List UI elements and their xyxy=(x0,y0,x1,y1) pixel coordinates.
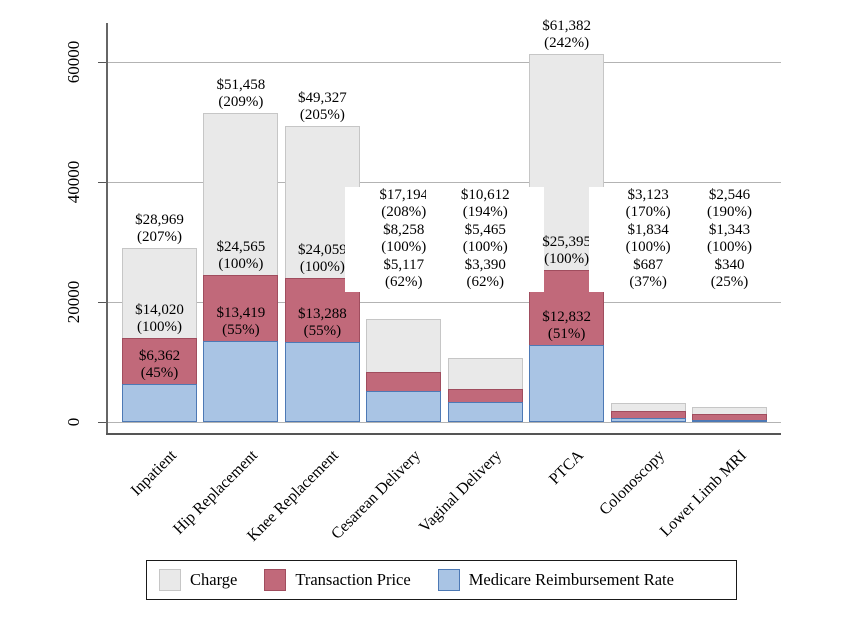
bar-medicare-reimbursement-rate-cesarean-delivery xyxy=(366,391,442,422)
bar-medicare-reimbursement-rate-vaginal-delivery xyxy=(447,401,523,422)
y-tick-40000 xyxy=(98,181,106,183)
bar-medicare-reimbursement-rate-lower-limb-mri xyxy=(692,419,767,422)
legend-label-transaction-price: Transaction Price xyxy=(295,570,411,589)
label-medicare-reimbursement-rate-lower-limb-mri: $340 (25%) xyxy=(710,257,749,290)
label-stack-lower-limb-mri: $2,546 (190%) $1,343 (100%) $340 (25%) xyxy=(670,187,789,292)
bar-medicare-reimbursement-rate-hip-replacement xyxy=(203,341,279,422)
label-charge-lower-limb-mri: $2,546 (190%) xyxy=(707,187,752,220)
gridline-20000 xyxy=(108,301,781,303)
label-transaction-price-knee-replacement: $24,059 (100%) xyxy=(297,241,347,275)
bar-medicare-reimbursement-rate-colonoscopy xyxy=(610,417,686,422)
label-charge-vaginal-delivery: $10,612 (194%) xyxy=(460,187,510,220)
legend-item-medicare-reimbursement-rate: Medicare Reimbursement Rate xyxy=(437,569,674,591)
gridline-0 xyxy=(108,421,781,423)
legend-label-charge: Charge xyxy=(190,570,238,589)
legend-label-medicare-reimbursement-rate: Medicare Reimbursement Rate xyxy=(468,570,674,589)
label-transaction-price-inpatient: $14,020 (100%) xyxy=(135,301,184,335)
y-tick-label-20000: 20000 xyxy=(64,280,83,324)
legend-swatch-charge xyxy=(159,569,181,591)
label-medicare-reimbursement-rate-inpatient: $6,362 (45%) xyxy=(138,347,181,381)
legend-item-transaction-price: Transaction Price xyxy=(264,569,411,591)
label-stack-vaginal-delivery: $10,612 (194%) $5,465 (100%) $3,390 (62%) xyxy=(426,187,545,292)
y-tick-label-40000: 40000 xyxy=(64,160,83,204)
bar-medicare-reimbursement-rate-ptca xyxy=(529,345,605,422)
label-medicare-reimbursement-rate-hip-replacement: $13,419 (55%) xyxy=(216,305,266,339)
x-axis-line xyxy=(106,433,781,435)
label-transaction-price-vaginal-delivery: $5,465 (100%) xyxy=(462,222,508,255)
y-tick-label-0: 0 xyxy=(64,417,83,427)
legend-swatch-transaction-price xyxy=(264,569,287,591)
label-medicare-reimbursement-rate-cesarean-delivery: $5,117 (62%) xyxy=(383,257,425,290)
chart-legend: Charge Transaction Price Medicare Reimburs… xyxy=(146,560,737,600)
gridline-60000 xyxy=(108,61,781,63)
gridline-40000 xyxy=(108,181,781,183)
label-charge-hip-replacement: $51,458 (209%) xyxy=(216,77,266,111)
label-medicare-reimbursement-rate-ptca: $12,832 (51%) xyxy=(542,309,592,342)
label-medicare-reimbursement-rate-knee-replacement: $13,288 (55%) xyxy=(297,306,347,340)
bar-medicare-reimbursement-rate-inpatient xyxy=(122,383,197,422)
legend-swatch-medicare-reimbursement-rate xyxy=(437,569,460,591)
label-transaction-price-hip-replacement: $24,565 (100%) xyxy=(216,238,266,272)
y-tick-60000 xyxy=(98,61,106,63)
label-transaction-price-lower-limb-mri: $1,343 (100%) xyxy=(707,222,752,255)
label-charge-inpatient: $28,969 (207%) xyxy=(135,212,184,246)
label-transaction-price-cesarean-delivery: $8,258 (100%) xyxy=(381,222,427,255)
legend-item-charge: Charge xyxy=(159,569,237,591)
label-transaction-price-ptca: $25,395 (100%) xyxy=(542,233,592,267)
bar-medicare-reimbursement-rate-knee-replacement xyxy=(284,342,360,422)
label-charge-cesarean-delivery: $17,194 (208%) xyxy=(379,187,429,220)
label-charge-knee-replacement: $49,327 (205%) xyxy=(297,90,347,124)
label-medicare-reimbursement-rate-vaginal-delivery: $3,390 (62%) xyxy=(464,257,506,290)
y-tick-20000 xyxy=(98,301,106,303)
y-axis-line xyxy=(106,23,108,435)
label-medicare-reimbursement-rate-colonoscopy: $687 (37%) xyxy=(629,257,667,290)
label-transaction-price-colonoscopy: $1,834 (100%) xyxy=(625,222,671,255)
label-charge-colonoscopy: $3,123 (170%) xyxy=(625,187,671,220)
label-charge-ptca: $61,382 (242%) xyxy=(542,17,592,51)
y-tick-0 xyxy=(98,421,106,423)
y-tick-label-60000: 60000 xyxy=(64,40,83,84)
